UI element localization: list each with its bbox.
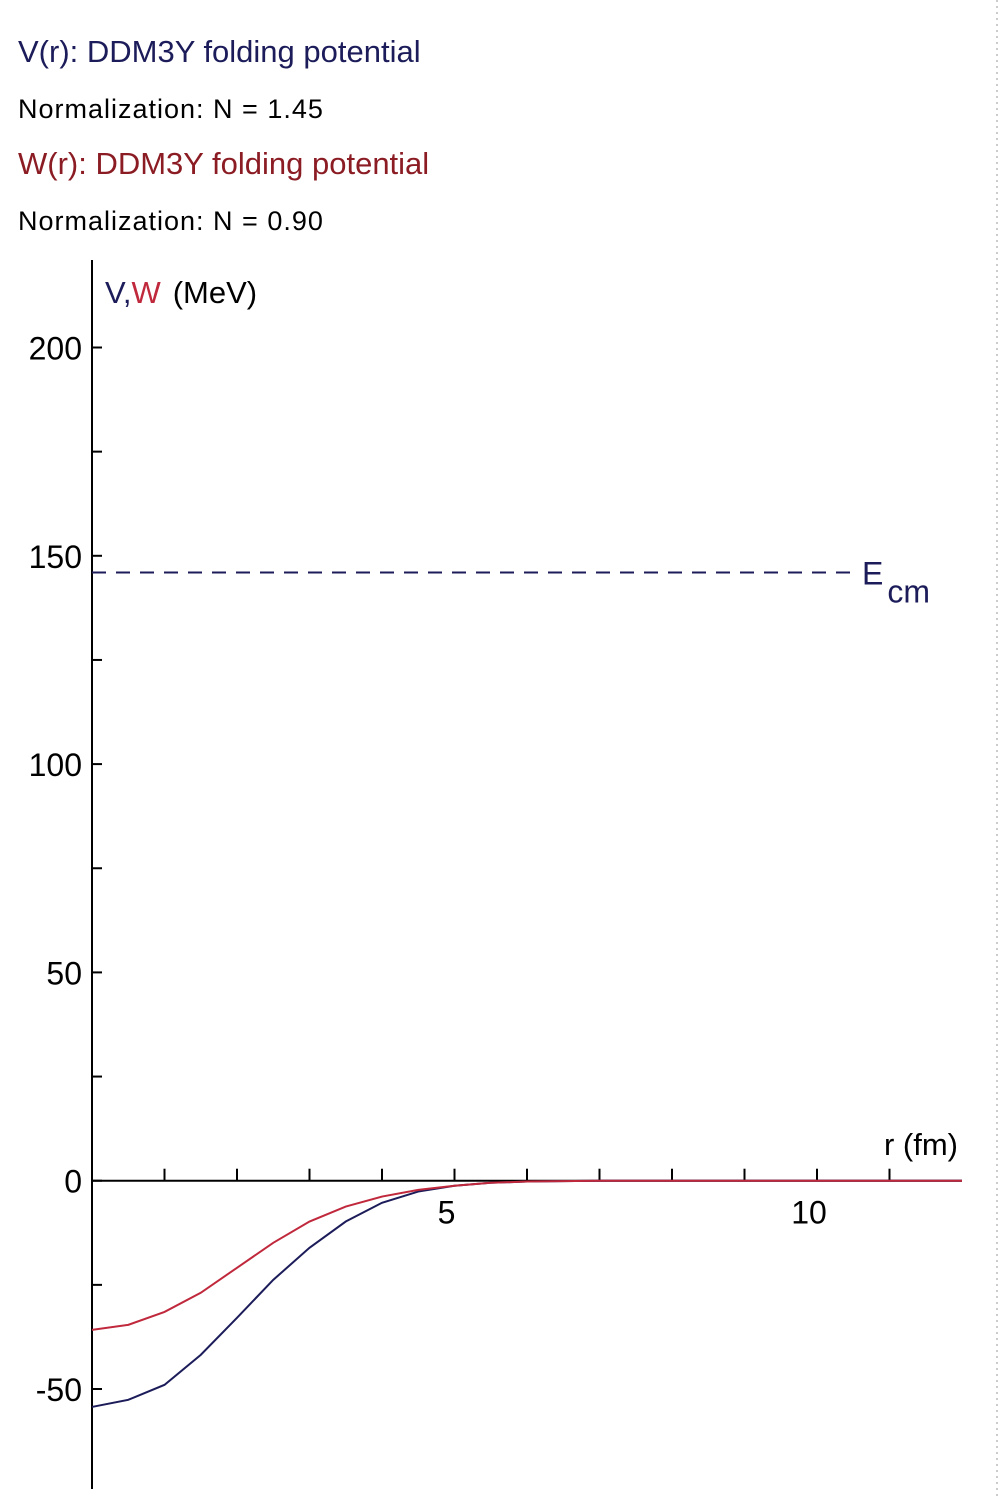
y-tick-label: 50 [46, 955, 82, 991]
y-axis-label-part: W [131, 275, 161, 310]
y-axis-label-part: V [105, 275, 126, 310]
header-line: Normalization: N = 1.45 [18, 94, 324, 124]
y-tick-label: 150 [29, 539, 82, 575]
header-line: Normalization: N = 0.90 [18, 206, 324, 236]
y-axis-label-part: , [123, 275, 132, 310]
x-axis-label: r (fm) [884, 1127, 958, 1162]
y-axis-label-part: (MeV) [173, 275, 257, 310]
ecm-label-main: E [862, 555, 883, 591]
y-axis-label: V,W (MeV) [105, 275, 257, 310]
y-tick-label: 100 [29, 747, 82, 783]
y-tick-label: 0 [64, 1164, 82, 1200]
series-line [91, 1179, 962, 1408]
y-tick-label: -50 [36, 1372, 82, 1408]
series-line [91, 1179, 962, 1331]
x-tick-label: 10 [791, 1195, 827, 1231]
ecm-label-sub: cm [887, 573, 930, 609]
x-tick-label: 5 [438, 1195, 456, 1231]
header-line: V(r): DDM3Y folding potential [18, 34, 421, 69]
y-tick-label: 200 [29, 330, 82, 366]
header-line: W(r): DDM3Y folding potential [18, 146, 429, 181]
